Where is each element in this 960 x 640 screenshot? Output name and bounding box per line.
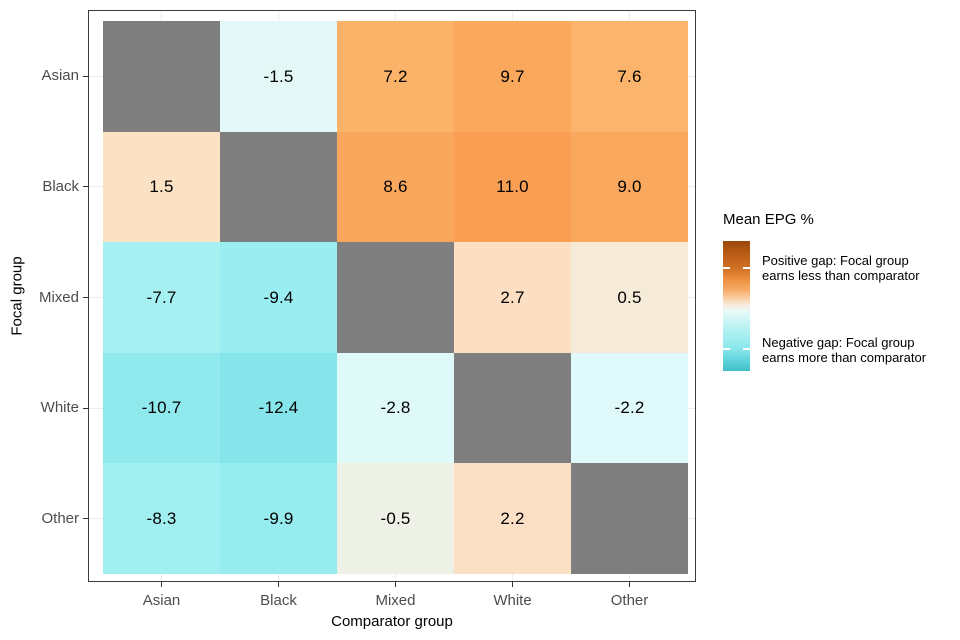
x-axis-tick (629, 582, 630, 587)
y-tick-label-white: White (40, 399, 79, 417)
x-tick-label-asian: Asian (142, 592, 181, 609)
legend-positive-label: Positive gap: Focal group earns less tha… (762, 253, 920, 283)
heatmap-cell-mixed-black: -9.4 (220, 242, 337, 353)
heatmap-cell-white-asian: -10.7 (103, 353, 220, 463)
heatmap-cell-black-black (220, 132, 337, 242)
heatmap-cell-mixed-white: 2.7 (454, 242, 571, 353)
x-axis-tick (395, 582, 396, 587)
heatmap-cell-black-asian: 1.5 (103, 132, 220, 242)
y-axis-tick (83, 186, 88, 188)
y-axis-tick (83, 407, 88, 409)
heatmap-cell-asian-asian (103, 21, 220, 132)
heatmap-cell-white-other: -2.2 (571, 353, 688, 463)
legend-title: Mean EPG % (723, 211, 814, 228)
y-axis-tick (83, 75, 88, 77)
y-axis-tick (83, 297, 88, 298)
x-tick-label-mixed: Mixed (375, 592, 416, 609)
heatmap-cell-other-asian: -8.3 (103, 463, 220, 574)
y-tick-label-asian: Asian (41, 67, 79, 85)
y-axis-tick (83, 518, 88, 520)
heatmap-cell-other-white: 2.2 (454, 463, 571, 574)
heatmap-cell-other-mixed: -0.5 (337, 463, 454, 574)
legend-break-tick (743, 267, 750, 270)
heatmap-cell-asian-mixed: 7.2 (337, 21, 454, 132)
legend-negative-label: Negative gap: Focal group earns more tha… (762, 335, 927, 365)
legend-gradient-bar (723, 241, 750, 371)
x-axis-tick (512, 582, 513, 587)
y-tick-label-black: Black (42, 177, 79, 195)
heatmap-cell-mixed-mixed (337, 242, 454, 353)
heatmap-cell-white-black: -12.4 (220, 353, 337, 463)
x-tick-label-other: Other (610, 592, 649, 609)
heatmap-cell-white-mixed: -2.8 (337, 353, 454, 463)
heatmap-cell-mixed-other: 0.5 (571, 242, 688, 353)
legend-positive-label-line1: Positive gap: Focal group (762, 253, 909, 268)
heatmap-cell-mixed-asian: -7.7 (103, 242, 220, 353)
plot-panel: -1.5 7.2 9.7 7.6 1.5 8.6 11.0 9.0 -7.7 -9.4 2.7 0.5… (88, 10, 696, 582)
heatmap-cell-asian-white: 9.7 (454, 21, 571, 132)
x-tick-label-black: Black (260, 592, 297, 609)
x-tick-label-white: White (493, 592, 532, 609)
heatmap-cell-asian-other: 7.6 (571, 21, 688, 132)
legend-negative-label-line2: earns more than comparator (762, 349, 927, 365)
legend-break-tick (723, 267, 730, 270)
heatmap-cell-other-other (571, 463, 688, 574)
x-axis-tick (278, 582, 279, 587)
heatmap-cell-black-other: 9.0 (571, 132, 688, 242)
legend-positive-label-line2: earns less than comparator (762, 267, 920, 283)
x-axis-title: Comparator group (331, 613, 453, 630)
legend-negative-label-line1: Negative gap: Focal group (762, 335, 915, 350)
heatmap-cell-white-white (454, 353, 571, 463)
y-tick-label-mixed: Mixed (38, 288, 79, 306)
y-axis-title: Focal group (8, 256, 26, 336)
heatmap-cell-asian-black: -1.5 (220, 21, 337, 132)
legend-break-tick (723, 347, 730, 350)
heatmap-cell-black-white: 11.0 (454, 132, 571, 242)
heatmap-cell-black-mixed: 8.6 (337, 132, 454, 242)
y-tick-label-other: Other (41, 509, 79, 527)
legend-break-tick (743, 347, 750, 350)
x-axis-tick (161, 582, 162, 587)
heatmap-cell-other-black: -9.9 (220, 463, 337, 574)
